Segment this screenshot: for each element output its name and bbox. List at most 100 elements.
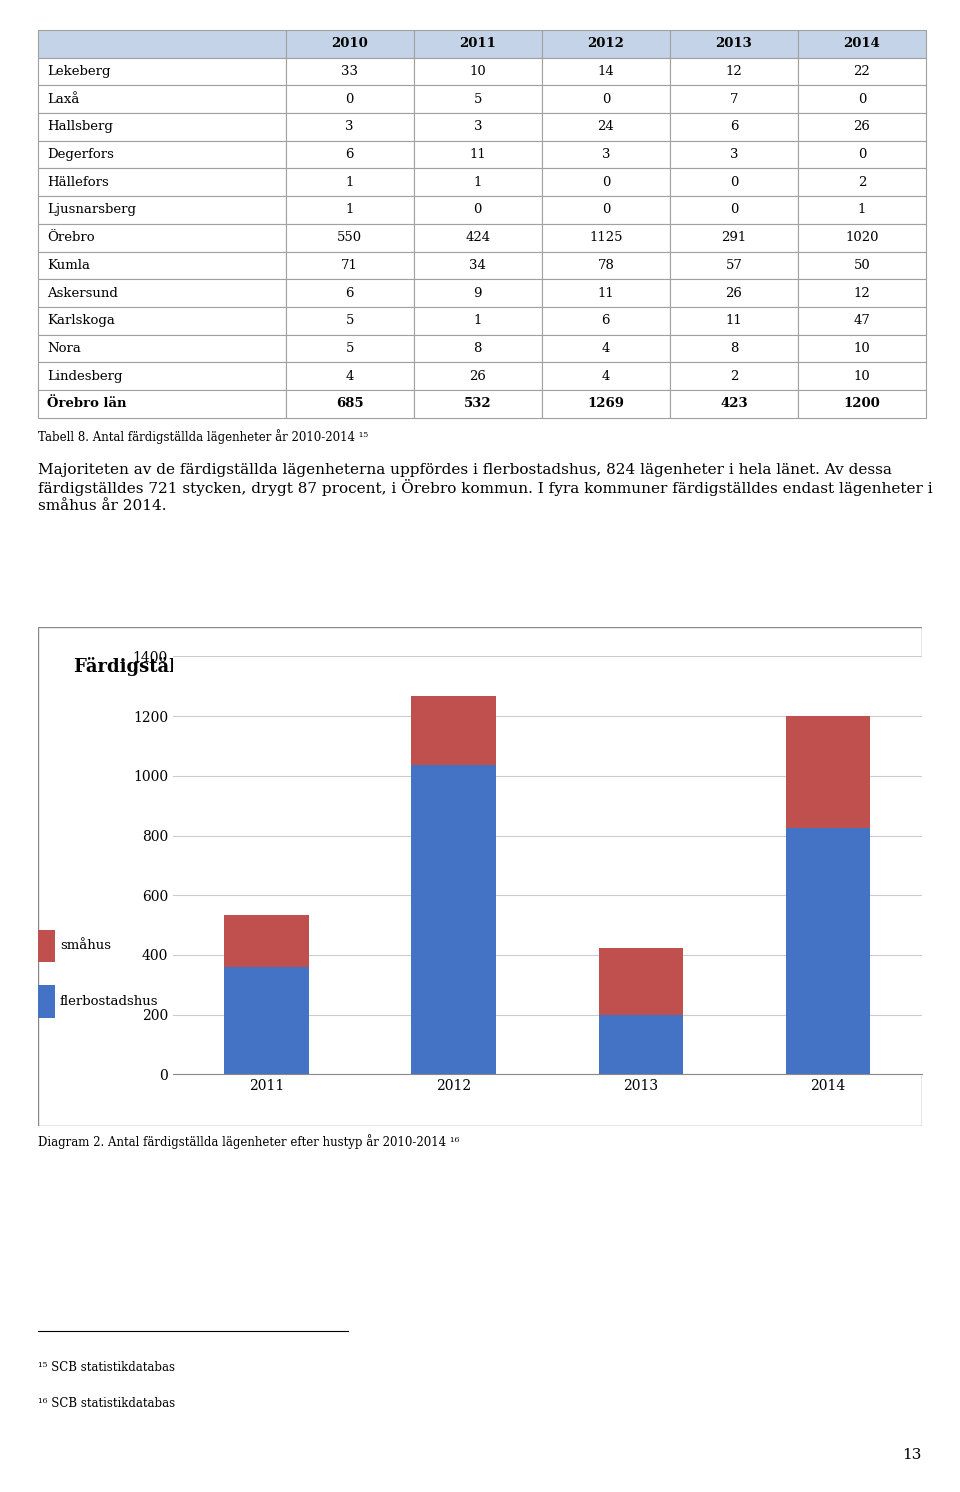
Text: Laxå: Laxå: [47, 93, 80, 106]
Text: Degerfors: Degerfors: [47, 148, 114, 161]
Bar: [670, 334, 798, 363]
Bar: [599, 1015, 683, 1074]
Bar: [38, 279, 286, 307]
Text: 291: 291: [721, 231, 747, 245]
Bar: [670, 363, 798, 389]
Bar: [414, 307, 541, 334]
Bar: [670, 279, 798, 307]
Text: 2014: 2014: [844, 37, 880, 51]
Bar: [670, 224, 798, 252]
Bar: [38, 224, 286, 252]
Bar: [412, 765, 495, 1074]
Bar: [414, 195, 541, 224]
Bar: [798, 224, 926, 252]
Text: 0: 0: [346, 93, 354, 106]
Text: 57: 57: [726, 260, 742, 272]
Text: flerbostadshus: flerbostadshus: [60, 995, 158, 1007]
Text: 33: 33: [341, 66, 358, 78]
Text: Färdigställda lägenheter efter hustyp: Färdigställda lägenheter efter hustyp: [74, 656, 451, 676]
Text: 10: 10: [469, 66, 486, 78]
Bar: [414, 85, 541, 113]
Text: Ljusnarsberg: Ljusnarsberg: [47, 203, 136, 216]
Bar: [798, 113, 926, 140]
Bar: [38, 30, 286, 58]
Text: 550: 550: [337, 231, 362, 245]
Text: 11: 11: [726, 315, 742, 327]
Bar: [670, 307, 798, 334]
Text: 0: 0: [858, 148, 866, 161]
Bar: [541, 307, 670, 334]
Bar: [38, 140, 286, 169]
Bar: [286, 140, 414, 169]
Bar: [670, 195, 798, 224]
Bar: [670, 30, 798, 58]
Text: 2013: 2013: [715, 37, 753, 51]
Text: 2012: 2012: [588, 37, 624, 51]
Text: 5: 5: [473, 93, 482, 106]
Bar: [225, 916, 308, 967]
Text: Diagram 2. Antal färdigställda lägenheter efter hustyp år 2010-2014 ¹⁶: Diagram 2. Antal färdigställda lägenhete…: [38, 1134, 460, 1149]
Bar: [541, 85, 670, 113]
Bar: [798, 169, 926, 195]
Text: 14: 14: [597, 66, 614, 78]
Bar: [541, 169, 670, 195]
Bar: [670, 252, 798, 279]
Bar: [414, 389, 541, 418]
Bar: [286, 58, 414, 85]
Bar: [541, 140, 670, 169]
Text: Lindesberg: Lindesberg: [47, 370, 123, 382]
Text: 1125: 1125: [589, 231, 623, 245]
Text: Tabell 8. Antal färdigställda lägenheter år 2010-2014 ¹⁵: Tabell 8. Antal färdigställda lägenheter…: [38, 430, 369, 443]
Text: 685: 685: [336, 397, 364, 410]
Text: 6: 6: [730, 121, 738, 133]
Text: 0: 0: [602, 176, 610, 188]
Bar: [38, 985, 55, 1018]
Text: Lekeberg: Lekeberg: [47, 66, 110, 78]
Text: 13: 13: [902, 1447, 922, 1462]
Text: 1: 1: [473, 315, 482, 327]
Bar: [414, 363, 541, 389]
Text: 5: 5: [346, 315, 354, 327]
Text: småhus: småhus: [60, 940, 111, 952]
Text: 0: 0: [473, 203, 482, 216]
Text: ¹⁵ SCB statistikdatabas: ¹⁵ SCB statistikdatabas: [38, 1361, 176, 1374]
Text: 24: 24: [597, 121, 614, 133]
Bar: [670, 389, 798, 418]
Bar: [798, 252, 926, 279]
Bar: [38, 195, 286, 224]
Bar: [414, 30, 541, 58]
Bar: [414, 224, 541, 252]
Text: 4: 4: [602, 370, 610, 382]
Text: 8: 8: [473, 342, 482, 355]
Bar: [286, 30, 414, 58]
Text: 3: 3: [602, 148, 611, 161]
Bar: [414, 279, 541, 307]
Text: 532: 532: [464, 397, 492, 410]
Text: 7: 7: [730, 93, 738, 106]
Text: 26: 26: [853, 121, 871, 133]
Bar: [670, 113, 798, 140]
Text: Örebro län: Örebro län: [47, 397, 127, 410]
Bar: [286, 363, 414, 389]
Bar: [414, 58, 541, 85]
Bar: [38, 252, 286, 279]
Text: 34: 34: [469, 260, 486, 272]
Text: 10: 10: [853, 370, 871, 382]
Text: 1020: 1020: [845, 231, 878, 245]
Text: Örebro: Örebro: [47, 231, 95, 245]
Bar: [225, 967, 308, 1074]
Bar: [286, 307, 414, 334]
Text: 71: 71: [342, 260, 358, 272]
Text: 2: 2: [730, 370, 738, 382]
Text: 0: 0: [730, 176, 738, 188]
Bar: [38, 307, 286, 334]
Text: 0: 0: [730, 203, 738, 216]
Bar: [798, 140, 926, 169]
Text: 78: 78: [597, 260, 614, 272]
Bar: [38, 169, 286, 195]
Text: 424: 424: [466, 231, 491, 245]
Text: 5: 5: [346, 342, 354, 355]
Text: 1200: 1200: [844, 397, 880, 410]
Text: 4: 4: [346, 370, 354, 382]
Text: 12: 12: [853, 286, 871, 300]
